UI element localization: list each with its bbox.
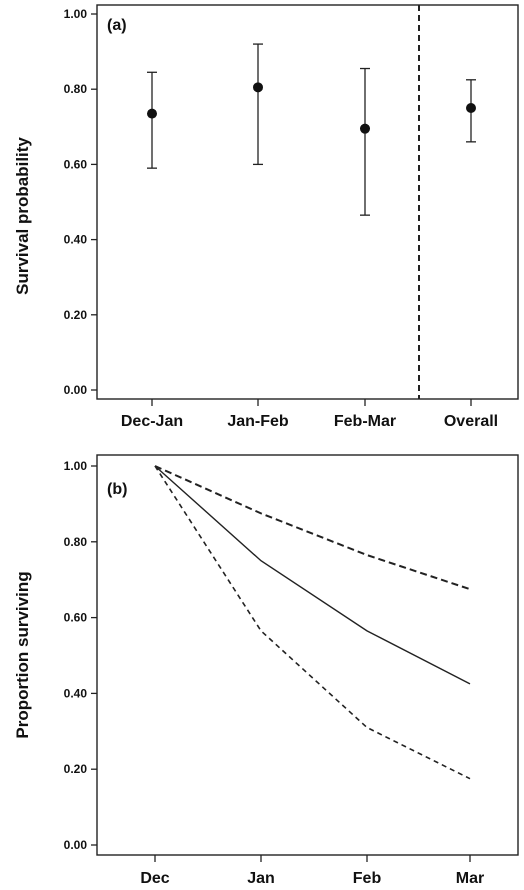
panel-a-x-tick-label: Feb-Mar [334, 413, 396, 430]
panel-b-line-dashed-lower [154, 465, 471, 780]
panel-a-y-tick-label: 0.00 [64, 383, 88, 397]
panel-b-y-ticks: 0.00 0.20 0.40 0.60 0.80 1.00 [64, 459, 97, 852]
panel-b-y-tick-label: 0.00 [64, 838, 88, 852]
panel-b-line-solid [154, 465, 471, 685]
data-point [147, 108, 157, 119]
panel-a-y-tick-label: 0.60 [64, 157, 88, 171]
data-point [253, 82, 263, 93]
panel-a-y-tick-label: 0.40 [64, 233, 88, 247]
panel-a-x-tick-label: Overall [444, 413, 498, 430]
panel-b-y-tick-label: 0.80 [64, 535, 88, 549]
panel-b-lines [154, 465, 471, 780]
panel-a-y-tick-label: 0.80 [64, 82, 88, 96]
panel-a-y-tick-label: 0.20 [64, 308, 88, 322]
panel-b-label: (b) [107, 481, 127, 498]
panel-b-x-tick-label: Feb [353, 870, 382, 887]
panel-a-x-tick-label: Jan-Feb [227, 413, 289, 430]
panel-b-x-tick-label: Mar [456, 870, 484, 887]
panel-b-frame [96, 454, 519, 856]
panel-b-x-tick-label: Dec [140, 870, 169, 887]
panel-a-y-axis-title: Survival probability [13, 137, 32, 295]
data-point [466, 103, 476, 113]
panel-a-point-feb-mar [360, 67, 370, 216]
panel-b-y-tick-label: 0.60 [64, 611, 88, 625]
panel-b-y-tick-label: 1.00 [64, 459, 88, 473]
data-point [360, 123, 370, 134]
panel-a-y-ticks: 0.00 0.20 0.40 0.60 0.80 1.00 [64, 7, 97, 397]
panel-a-frame [96, 4, 519, 400]
panel-b-y-axis-title: Proportion surviving [13, 571, 32, 738]
panel-a-points [147, 43, 476, 216]
panel-b-x-ticks: Dec Jan Feb Mar [140, 855, 484, 887]
panel-b-line-dashed-upper [154, 465, 471, 591]
panel-a-x-tick-label: Dec-Jan [121, 413, 183, 430]
panel-b-y-tick-label: 0.40 [64, 686, 88, 700]
panel-a-y-tick-label: 1.00 [64, 7, 88, 21]
panel-a-survival-probability: (a) Survival probability 0.00 0.20 0.40 0.6… [13, 4, 519, 430]
panel-a-label: (a) [107, 17, 127, 34]
panel-a-point-dec-jan [147, 71, 157, 169]
panel-b-x-tick-label: Jan [247, 870, 275, 887]
panel-a-point-overall [466, 79, 476, 143]
panel-b-proportion-surviving: (b) Proportion surviving 0.00 0.20 0.40 0.6… [13, 454, 519, 887]
panel-a-point-jan-feb [253, 43, 263, 166]
panel-b-y-tick-label: 0.20 [64, 762, 88, 776]
panel-a-x-ticks: Dec-Jan Jan-Feb Feb-Mar Overall [121, 399, 498, 430]
